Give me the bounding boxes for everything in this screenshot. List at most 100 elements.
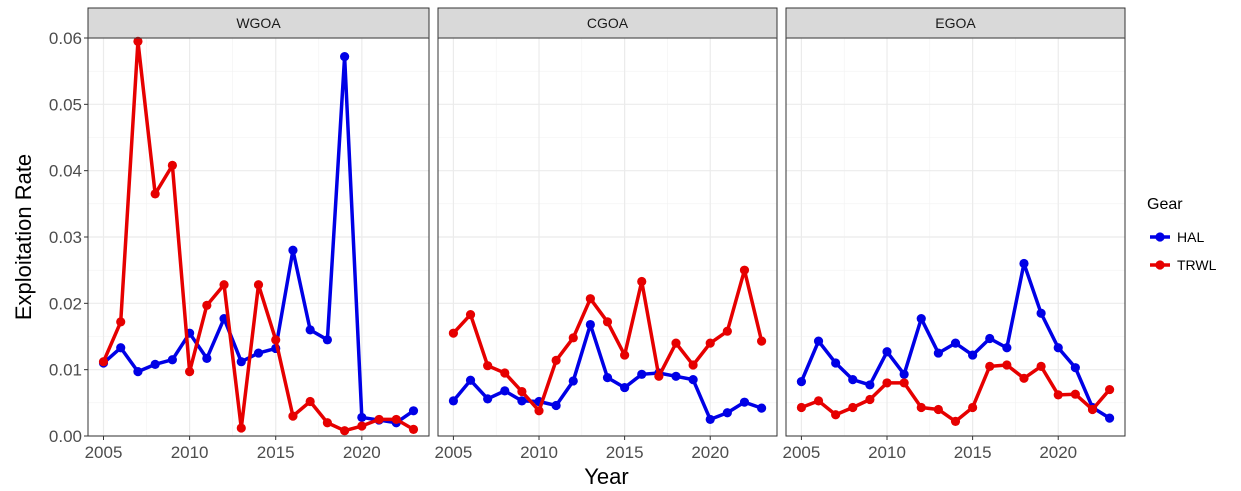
data-point-hal — [357, 412, 367, 423]
data-point-hal — [756, 403, 767, 413]
data-point-hal — [585, 319, 595, 330]
data-point-hal — [813, 336, 824, 346]
data-point-trwl — [933, 404, 943, 415]
legend-title: Gear — [1147, 196, 1183, 213]
y-tick-label: 0.01 — [49, 361, 82, 380]
data-point-hal — [483, 394, 493, 404]
data-point-trwl — [534, 406, 544, 416]
data-point-trwl — [1070, 389, 1080, 399]
x-tick-label: 2015 — [954, 443, 992, 462]
data-point-trwl — [500, 368, 510, 378]
data-point-hal — [167, 355, 177, 365]
panel-border — [87, 37, 430, 437]
data-point-hal — [985, 333, 995, 344]
data-point-hal — [202, 353, 212, 363]
data-point-trwl — [219, 280, 229, 290]
data-point-hal — [968, 350, 978, 360]
data-point-trwl — [916, 402, 926, 413]
x-tick-label: 2005 — [434, 443, 472, 462]
data-point-trwl — [848, 402, 858, 413]
data-point-hal — [1036, 308, 1046, 318]
data-point-trwl — [133, 36, 143, 46]
data-point-hal — [637, 369, 647, 379]
data-point-trwl — [236, 423, 246, 433]
data-point-trwl — [950, 416, 961, 427]
data-point-trwl — [985, 361, 995, 371]
x-tick-label: 2020 — [1039, 443, 1077, 462]
data-point-trwl — [288, 411, 298, 421]
legend-key-point — [1155, 232, 1165, 242]
data-point-trwl — [637, 276, 647, 287]
data-point-hal — [150, 359, 160, 369]
data-point-trwl — [116, 317, 126, 327]
data-point-hal — [1019, 258, 1029, 269]
x-tick-label: 2020 — [343, 443, 381, 462]
data-point-hal — [305, 325, 315, 335]
legend-label: TRWL — [1177, 257, 1217, 273]
data-point-trwl — [654, 371, 664, 381]
data-point-trwl — [408, 424, 419, 434]
data-point-hal — [933, 348, 943, 358]
data-point-trwl — [1087, 404, 1098, 415]
data-point-trwl — [322, 418, 332, 428]
data-point-hal — [671, 371, 681, 381]
data-point-hal — [688, 375, 698, 385]
panel-border — [785, 37, 1126, 437]
x-tick-label: 2005 — [85, 443, 123, 462]
data-point-hal — [116, 343, 126, 353]
data-point-trwl — [739, 265, 750, 275]
data-point-trwl — [882, 378, 892, 388]
data-point-trwl — [1002, 360, 1012, 370]
data-point-hal — [722, 408, 732, 418]
data-point-trwl — [722, 326, 732, 336]
data-point-trwl — [202, 300, 212, 310]
x-tick-label: 2010 — [520, 443, 558, 462]
data-point-trwl — [185, 367, 195, 377]
data-point-trwl — [671, 338, 681, 348]
data-point-trwl — [374, 414, 384, 425]
data-point-hal — [551, 400, 561, 411]
facet-strip-label: WGOA — [236, 15, 281, 31]
data-point-trwl — [98, 357, 109, 367]
data-point-hal — [950, 338, 961, 348]
data-point-trwl — [688, 360, 698, 370]
data-point-hal — [253, 348, 264, 358]
data-point-trwl — [391, 414, 401, 425]
x-tick-label: 2015 — [257, 443, 295, 462]
data-point-hal — [899, 369, 909, 379]
data-point-hal — [236, 357, 246, 367]
data-point-trwl — [271, 335, 281, 345]
data-point-trwl — [602, 317, 613, 327]
data-point-trwl — [899, 378, 909, 388]
data-point-trwl — [831, 410, 841, 420]
data-point-trwl — [813, 396, 824, 406]
data-point-hal — [602, 373, 613, 383]
data-point-trwl — [551, 355, 561, 365]
data-point-hal — [848, 375, 858, 385]
data-point-hal — [568, 376, 578, 386]
x-tick-label: 2020 — [691, 443, 729, 462]
data-point-hal — [500, 386, 510, 396]
data-point-trwl — [968, 402, 978, 413]
data-point-trwl — [796, 402, 807, 413]
legend-label: HAL — [1177, 229, 1204, 245]
data-point-hal — [620, 382, 630, 393]
data-point-trwl — [705, 338, 715, 348]
data-point-hal — [1104, 413, 1115, 423]
data-point-hal — [705, 414, 715, 425]
data-point-hal — [517, 396, 527, 406]
data-point-trwl — [1036, 361, 1046, 371]
x-tick-label: 2010 — [171, 443, 209, 462]
data-point-trwl — [568, 333, 578, 343]
data-point-trwl — [253, 280, 264, 290]
data-point-trwl — [357, 421, 367, 431]
data-point-hal — [1053, 343, 1063, 353]
x-tick-label: 2015 — [606, 443, 644, 462]
y-axis-title: Exploitation Rate — [11, 154, 36, 320]
y-tick-label: 0.02 — [49, 294, 82, 313]
facet-strip-label: EGOA — [935, 15, 976, 31]
x-axis-title: Year — [584, 464, 628, 489]
data-point-trwl — [150, 189, 160, 199]
data-point-trwl — [448, 328, 459, 338]
